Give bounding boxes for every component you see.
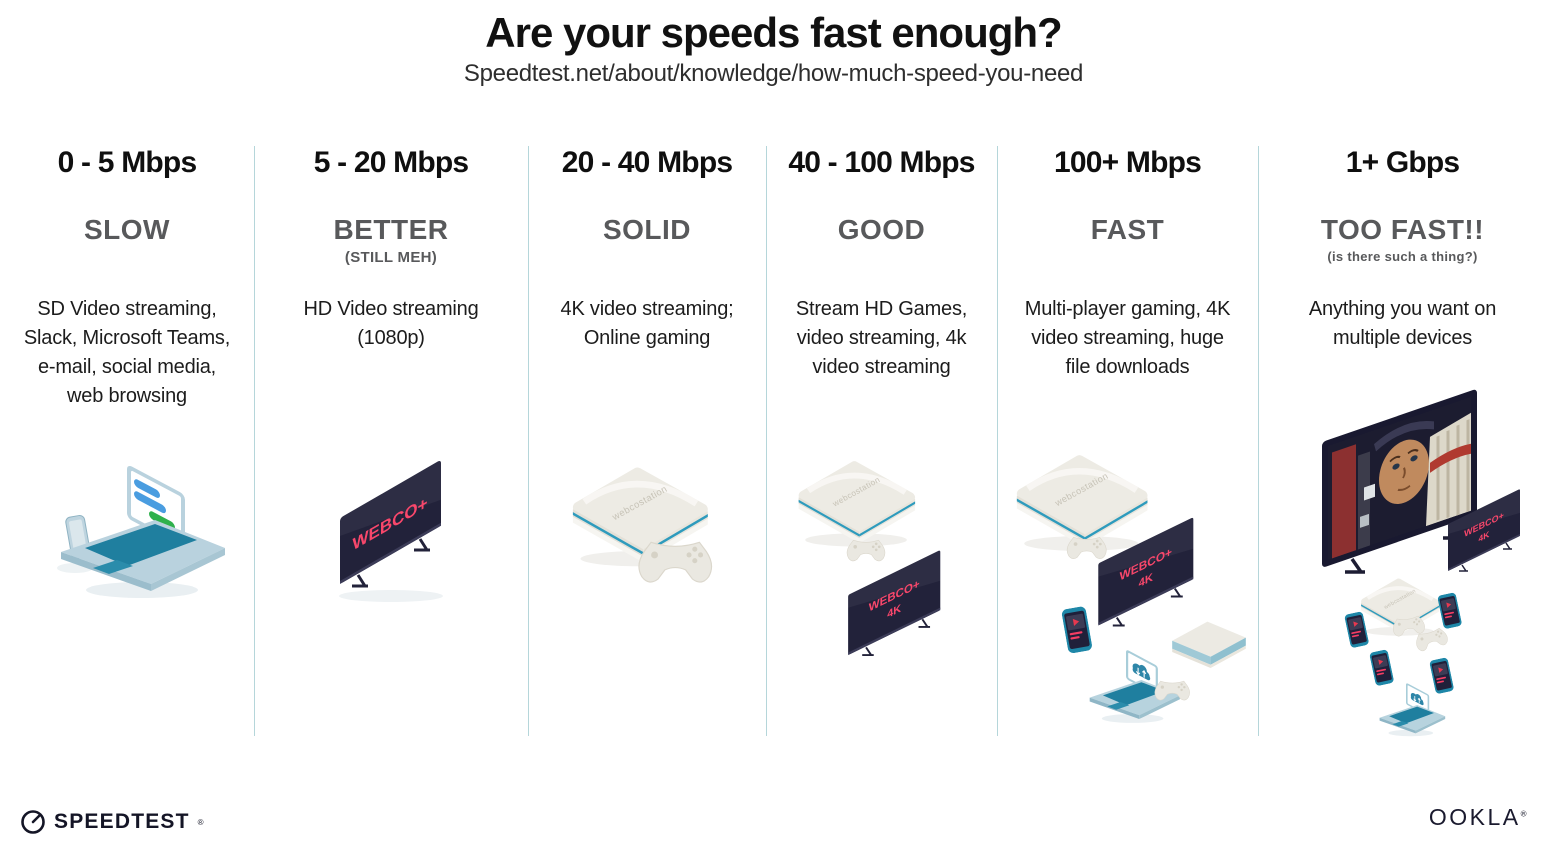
smartphone-video-icon [1436, 592, 1462, 630]
trademark-symbol: ® [1520, 809, 1529, 819]
game-console-icon [798, 466, 914, 546]
tv-icon: WEBCO+ [340, 459, 441, 588]
tier-description: Anything you want on multiple devices [1308, 298, 1497, 349]
multi-device-illustration [1003, 440, 1253, 785]
game-controller-icon [638, 541, 713, 583]
speed-range: 20 - 40 Mbps [561, 146, 733, 179]
game-controller-icon [846, 539, 885, 562]
speed-range: 5 - 20 Mbps [313, 146, 469, 179]
column-divider [528, 146, 529, 736]
rating-label: BETTER [333, 214, 449, 245]
tv-4k-icon [1096, 516, 1194, 627]
rating-sub-label: (is there such a thing?) [1327, 249, 1478, 264]
tier-description: Multi-player gaming, 4K video streaming,… [1024, 298, 1231, 378]
slab-console-icon [1171, 621, 1246, 668]
tier-description: HD Video streaming (1080p) [303, 298, 479, 349]
shadow [86, 582, 198, 598]
speed-tier-column-slow: 0 - 5 Mbps SLOW SD Video streaming, Slac… [0, 140, 254, 740]
speed-tier-column-solid: 20 - 40 Mbps SOLID 4K video streaming; O… [528, 140, 766, 740]
smartphone-video-icon [1343, 611, 1369, 649]
game-controller-icon [1066, 536, 1107, 559]
speedtest-gauge-icon [21, 810, 45, 834]
many-devices-illustration [1268, 373, 1538, 778]
speed-range: 40 - 100 Mbps [788, 146, 975, 179]
column-divider [997, 146, 998, 736]
rating-label: SOLID [602, 214, 692, 245]
smartphone-video-icon [1060, 605, 1093, 654]
laptop-screen-chat-icon [127, 465, 185, 547]
laptop-and-phone-illustration [27, 440, 227, 615]
rating-label: FAST [1090, 214, 1165, 245]
speed-range: 100+ Mbps [1053, 146, 1202, 179]
console-and-4k-tv-illustration [777, 445, 987, 685]
speed-tier-column-good: 40 - 100 Mbps GOOD Stream HD Games, vide… [766, 140, 997, 740]
game-console-icon [1016, 461, 1147, 551]
smartphone-video-icon [1428, 657, 1454, 695]
speedtest-wordmark: SPEEDTEST [54, 810, 190, 833]
rating-label: SLOW [84, 214, 170, 245]
rating-sub-label: (STILL MEH) [344, 249, 438, 266]
header: Are your speeds fast enough? Speedtest.n… [0, 9, 1547, 88]
shadow [339, 590, 443, 602]
speed-tier-column-too-fast: 1+ Gbps TOO FAST!! (is there such a thin… [1258, 140, 1547, 740]
rating-label: GOOD [837, 214, 926, 245]
speedtest-logo: SPEEDTEST ® [20, 809, 204, 835]
tier-description: Stream HD Games, video streaming, 4k vid… [795, 298, 968, 378]
speed-range: 0 - 5 Mbps [57, 146, 198, 179]
hd-tv-illustration: WEBCO+ [306, 450, 476, 615]
laptop-base-icon [61, 520, 225, 591]
ookla-logo: OOKLA® [1429, 804, 1529, 831]
speed-tier-column-fast: 100+ Mbps FAST Multi-player gaming, 4K v… [997, 140, 1258, 740]
tier-description: SD Video streaming, Slack, Microsoft Tea… [23, 298, 231, 407]
ookla-wordmark: OOKLA [1428, 804, 1521, 830]
speed-range: 1+ Gbps [1345, 146, 1460, 179]
tv-4k-icon [846, 549, 941, 657]
trademark-symbol: ® [197, 817, 204, 827]
rating-label: TOO FAST!! [1320, 214, 1485, 245]
column-divider [766, 146, 767, 736]
tier-description: 4K video streaming; Online gaming [560, 298, 734, 349]
console-illustration [557, 458, 737, 633]
column-divider [1258, 146, 1259, 736]
page-title: Are your speeds fast enough? [485, 9, 1062, 56]
speed-tier-column-better: 5 - 20 Mbps BETTER (STILL MEH) HD Video … [254, 140, 528, 740]
column-divider [254, 146, 255, 736]
page-subtitle-url: Speedtest.net/about/knowledge/how-much-s… [463, 60, 1084, 88]
smartphone-video-icon [1368, 649, 1394, 687]
movie-tv-icon [1321, 389, 1477, 574]
